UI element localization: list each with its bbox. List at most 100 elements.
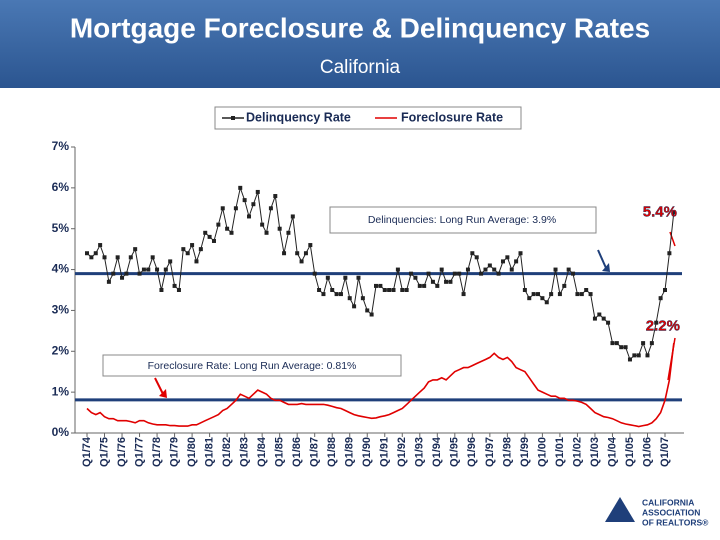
x-tick-label: Q1/86 xyxy=(291,437,303,467)
annotation-arrow xyxy=(154,377,164,395)
point xyxy=(487,263,492,268)
point xyxy=(111,271,116,276)
point xyxy=(592,316,597,321)
point xyxy=(474,255,479,260)
point xyxy=(382,288,387,292)
logo xyxy=(605,497,635,522)
point xyxy=(404,288,409,292)
legend-label: Delinquency Rate xyxy=(246,110,351,124)
point xyxy=(89,255,94,260)
point xyxy=(203,230,208,235)
point xyxy=(268,206,273,211)
x-tick-label: Q1/81 xyxy=(204,437,216,467)
point xyxy=(575,292,580,297)
point xyxy=(400,288,405,292)
point xyxy=(601,316,606,321)
point xyxy=(522,288,527,292)
end-label: 5.4% xyxy=(643,203,677,220)
x-tick-label: Q1/96 xyxy=(466,437,478,467)
point xyxy=(264,230,269,235)
point xyxy=(544,300,549,305)
x-tick-label: Q1/88 xyxy=(326,437,338,467)
point xyxy=(663,288,667,292)
point xyxy=(536,292,541,297)
point xyxy=(277,226,282,231)
x-tick-label: Q1/99 xyxy=(519,437,531,467)
x-tick-label: Q1/84 xyxy=(256,436,268,467)
point xyxy=(146,267,151,272)
point xyxy=(409,271,414,276)
point xyxy=(527,296,532,301)
point xyxy=(553,267,558,272)
x-tick-label: Q1/78 xyxy=(151,437,163,467)
point xyxy=(338,292,343,297)
point xyxy=(654,320,659,325)
point xyxy=(448,279,453,284)
legend-marker xyxy=(231,116,235,120)
x-tick-label: Q1/00 xyxy=(536,437,548,467)
point xyxy=(505,255,510,260)
point xyxy=(518,251,523,256)
point xyxy=(128,255,133,260)
point xyxy=(500,259,505,264)
point xyxy=(185,251,190,256)
point xyxy=(295,251,300,256)
point xyxy=(290,214,295,219)
point xyxy=(439,267,444,272)
point xyxy=(606,320,611,325)
y-tick-label: 4% xyxy=(52,262,70,276)
x-tick-label: Q1/91 xyxy=(379,437,391,467)
logo-icon xyxy=(605,497,635,522)
x-tick-label: Q1/85 xyxy=(274,437,286,467)
annotation-box xyxy=(329,206,597,234)
x-tick-label: Q1/07 xyxy=(659,437,671,467)
y-tick-label: 1% xyxy=(52,384,70,398)
x-tick-label: Q1/93 xyxy=(414,437,426,467)
point xyxy=(102,255,107,260)
point xyxy=(220,206,225,211)
point xyxy=(225,226,230,231)
annotation-box xyxy=(102,354,402,377)
x-tick-label: Q1/80 xyxy=(186,437,198,467)
x-tick-label: Q1/74 xyxy=(81,436,93,467)
point xyxy=(207,234,212,239)
point xyxy=(479,271,484,276)
point xyxy=(623,345,628,350)
x-tick-label: Q1/87 xyxy=(309,437,321,467)
point xyxy=(645,353,650,358)
y-tick-label: 2% xyxy=(52,343,70,357)
point xyxy=(444,279,449,284)
point xyxy=(549,292,554,297)
point xyxy=(238,185,243,190)
point xyxy=(98,243,103,248)
point xyxy=(198,247,203,252)
point xyxy=(540,296,545,301)
x-tick-label: Q1/97 xyxy=(484,437,496,467)
point xyxy=(470,251,475,256)
point xyxy=(632,353,637,358)
point xyxy=(141,267,146,272)
point xyxy=(330,288,335,292)
x-tick-label: Q1/92 xyxy=(396,437,408,467)
point xyxy=(176,288,181,292)
point xyxy=(430,279,435,284)
point xyxy=(435,283,440,288)
point xyxy=(120,275,125,280)
point xyxy=(308,243,313,248)
annotation-arrow xyxy=(597,249,607,269)
point xyxy=(579,292,584,297)
point xyxy=(163,267,168,272)
point xyxy=(584,288,589,292)
point xyxy=(417,283,422,288)
point xyxy=(352,304,357,309)
point xyxy=(334,292,339,297)
point xyxy=(216,222,221,227)
point xyxy=(155,267,160,272)
logo-text: CALIFORNIA xyxy=(642,497,694,507)
point xyxy=(649,341,654,346)
point xyxy=(378,283,383,288)
point xyxy=(133,247,138,252)
point xyxy=(115,255,120,260)
point xyxy=(211,238,216,243)
